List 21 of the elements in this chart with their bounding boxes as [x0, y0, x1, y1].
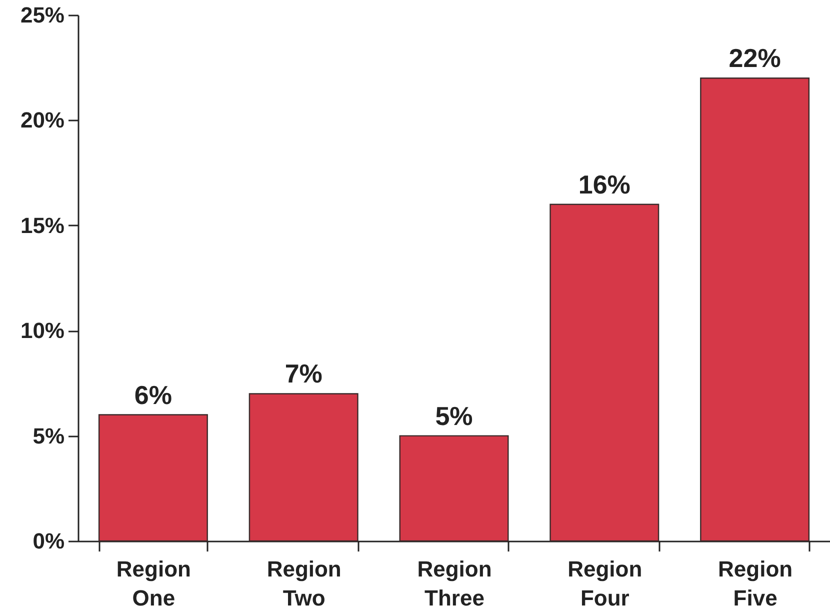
data-label: 6%: [134, 380, 172, 410]
x-tick-label: Region Three: [417, 556, 492, 608]
bar: [700, 78, 810, 542]
data-label: 7%: [284, 358, 322, 389]
data-label: 16%: [578, 169, 630, 200]
bar: [550, 204, 660, 542]
y-tick-label: 25%: [20, 2, 64, 28]
x-tick-label: Region Five: [718, 556, 793, 608]
y-tick-label: 10%: [20, 318, 64, 344]
x-tick-label: Region One: [116, 556, 191, 608]
x-tick-label: Region Four: [568, 556, 642, 608]
y-tick-label: 0%: [32, 528, 64, 554]
bar: [399, 435, 509, 542]
y-tick-label: 15%: [20, 212, 64, 238]
data-label: 22%: [728, 43, 781, 74]
y-tick-label: 20%: [20, 108, 64, 133]
data-label: 5%: [435, 400, 473, 431]
y-tick-label: 5%: [32, 423, 64, 448]
bar: [248, 393, 358, 542]
x-tick-label: Region Two: [266, 556, 342, 608]
bar: [98, 414, 208, 542]
